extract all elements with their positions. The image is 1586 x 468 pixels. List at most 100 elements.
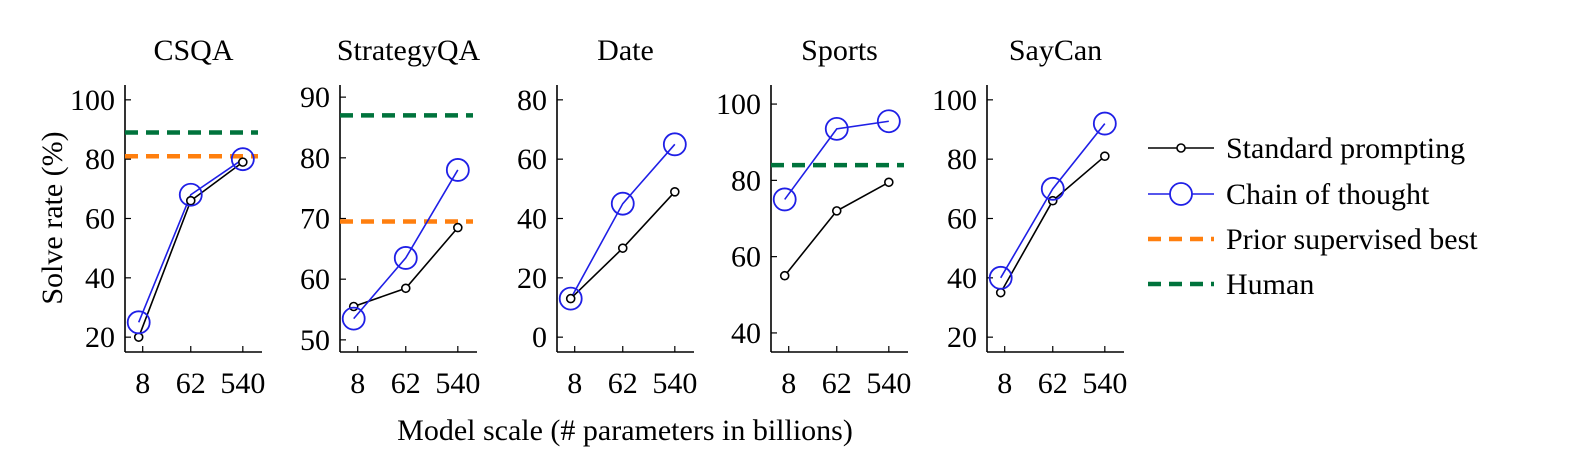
standard-prompting-point bbox=[565, 293, 576, 304]
panel-title: SayCan bbox=[1009, 34, 1102, 67]
x-tick-label: 8 bbox=[781, 367, 796, 400]
y-tick-label: 40 bbox=[517, 203, 547, 236]
y-tick-label: 100 bbox=[932, 84, 977, 117]
chain-of-thought-point bbox=[341, 306, 366, 331]
legend-item-prior: Prior supervised best bbox=[1148, 223, 1478, 256]
y-tick-label: 60 bbox=[947, 203, 977, 236]
chain-of-thought-point bbox=[1040, 176, 1065, 201]
chain-of-thought-point bbox=[988, 265, 1013, 290]
standard-prompting-point bbox=[670, 187, 680, 197]
chain-of-thought-point bbox=[824, 116, 849, 141]
y-tick-label: 20 bbox=[85, 321, 115, 354]
legend-item-human: Human bbox=[1148, 268, 1314, 301]
legend-label: Chain of thought bbox=[1226, 178, 1430, 211]
panel-title: StrategyQA bbox=[337, 34, 481, 67]
legend-label: Human bbox=[1226, 268, 1314, 301]
standard-prompting-point bbox=[831, 206, 842, 216]
x-tick-label: 540 bbox=[1082, 367, 1127, 400]
y-tick-label: 40 bbox=[85, 262, 115, 295]
y-tick-label: 80 bbox=[85, 143, 115, 176]
chain-of-thought-point bbox=[772, 187, 797, 212]
x-tick-label: 62 bbox=[608, 367, 638, 400]
x-tick-label: 540 bbox=[435, 367, 480, 400]
x-tick-label: 8 bbox=[567, 367, 582, 400]
chain-of-thought-point bbox=[126, 310, 151, 335]
x-axis-label: Model scale (# parameters in billions) bbox=[397, 414, 853, 447]
panel-title: CSQA bbox=[153, 34, 233, 67]
y-tick-label: 80 bbox=[731, 164, 761, 197]
legend-item-standard: Standard prompting bbox=[1148, 132, 1465, 165]
standard-prompting-point bbox=[995, 287, 1006, 298]
chain-of-thought-line bbox=[784, 120, 889, 200]
chain-of-thought-point bbox=[558, 286, 583, 311]
chain-of-thought-line bbox=[1000, 123, 1106, 279]
standard-prompting-line bbox=[353, 227, 459, 308]
y-tick-label: 60 bbox=[300, 263, 330, 296]
standard-prompting-point bbox=[238, 157, 248, 167]
chain-of-thought-point bbox=[393, 246, 418, 270]
y-tick-label: 50 bbox=[300, 324, 330, 357]
y-tick-label: 0 bbox=[532, 321, 547, 354]
y-tick-label: 90 bbox=[300, 81, 330, 114]
y-tick-label: 80 bbox=[947, 143, 977, 176]
chain-of-thought-point bbox=[1092, 111, 1117, 136]
x-tick-label: 62 bbox=[1038, 367, 1068, 400]
standard-prompting-line bbox=[784, 181, 890, 277]
legend-swatch-marker bbox=[1176, 143, 1186, 153]
standard-prompting-point bbox=[133, 332, 144, 342]
chain-of-thought-line bbox=[569, 143, 676, 299]
x-tick-label: 540 bbox=[866, 367, 911, 400]
panel-saycan: SayCan 20 40 60 80 100 8 62 540 bbox=[932, 34, 1127, 400]
standard-prompting-point bbox=[779, 270, 790, 281]
x-tick-label: 62 bbox=[176, 367, 206, 400]
x-tick-label: 8 bbox=[135, 367, 150, 400]
panel-title: Sports bbox=[801, 34, 878, 67]
chain-of-thought-line bbox=[137, 158, 244, 323]
legend-swatch-marker bbox=[1169, 182, 1193, 206]
y-tick-label: 60 bbox=[731, 241, 761, 274]
y-tick-label: 20 bbox=[517, 262, 547, 295]
y-tick-label: 100 bbox=[70, 84, 115, 117]
y-tick-label: 20 bbox=[947, 321, 977, 354]
y-tick-label: 40 bbox=[947, 262, 977, 295]
y-tick-label: 70 bbox=[300, 203, 330, 236]
panel-sports: Sports 40 60 80 100 8 62 540 bbox=[716, 34, 911, 400]
chain-of-thought-point bbox=[178, 182, 203, 207]
panel-title: Date bbox=[597, 34, 654, 67]
standard-prompting-line bbox=[137, 161, 244, 338]
x-tick-label: 62 bbox=[822, 367, 852, 400]
x-tick-label: 540 bbox=[220, 367, 265, 400]
standard-prompting-point bbox=[1100, 151, 1110, 161]
y-tick-label: 60 bbox=[85, 203, 115, 236]
standard-prompting-point bbox=[617, 243, 628, 253]
chain-of-thought-line bbox=[353, 169, 459, 320]
chain-of-thought-point bbox=[445, 158, 470, 182]
x-tick-label: 8 bbox=[350, 367, 365, 400]
y-axis-label: Solve rate (%) bbox=[36, 131, 69, 304]
chain-of-thought-point bbox=[610, 191, 635, 216]
legend-item-cot: Chain of thought bbox=[1148, 178, 1430, 211]
legend-label: Standard prompting bbox=[1226, 132, 1465, 165]
panel-strategyqa: StrategyQA 50 60 70 80 90 8 62 540 bbox=[300, 34, 480, 400]
standard-prompting-point bbox=[348, 301, 359, 312]
panel-csqa: CSQA 20 40 60 80 100 8 62 540 bbox=[70, 34, 265, 400]
standard-prompting-line bbox=[1000, 155, 1106, 294]
standard-prompting-point bbox=[400, 283, 411, 294]
standard-prompting-point bbox=[884, 177, 894, 188]
y-tick-label: 100 bbox=[716, 88, 761, 121]
legend-label: Prior supervised best bbox=[1226, 223, 1478, 256]
y-tick-label: 80 bbox=[300, 142, 330, 175]
chain-of-thought-point bbox=[876, 109, 901, 134]
panel-date: Date 0 20 40 60 80 8 62 540 bbox=[517, 34, 697, 400]
standard-prompting-point bbox=[185, 195, 196, 206]
y-tick-label: 80 bbox=[517, 84, 547, 117]
y-tick-label: 60 bbox=[517, 143, 547, 176]
x-tick-label: 540 bbox=[652, 367, 697, 400]
chain-of-thought-point bbox=[662, 132, 687, 157]
y-tick-label: 40 bbox=[731, 317, 761, 350]
standard-prompting-point bbox=[453, 222, 463, 233]
x-tick-label: 62 bbox=[391, 367, 421, 400]
chain-of-thought-point bbox=[230, 147, 255, 172]
